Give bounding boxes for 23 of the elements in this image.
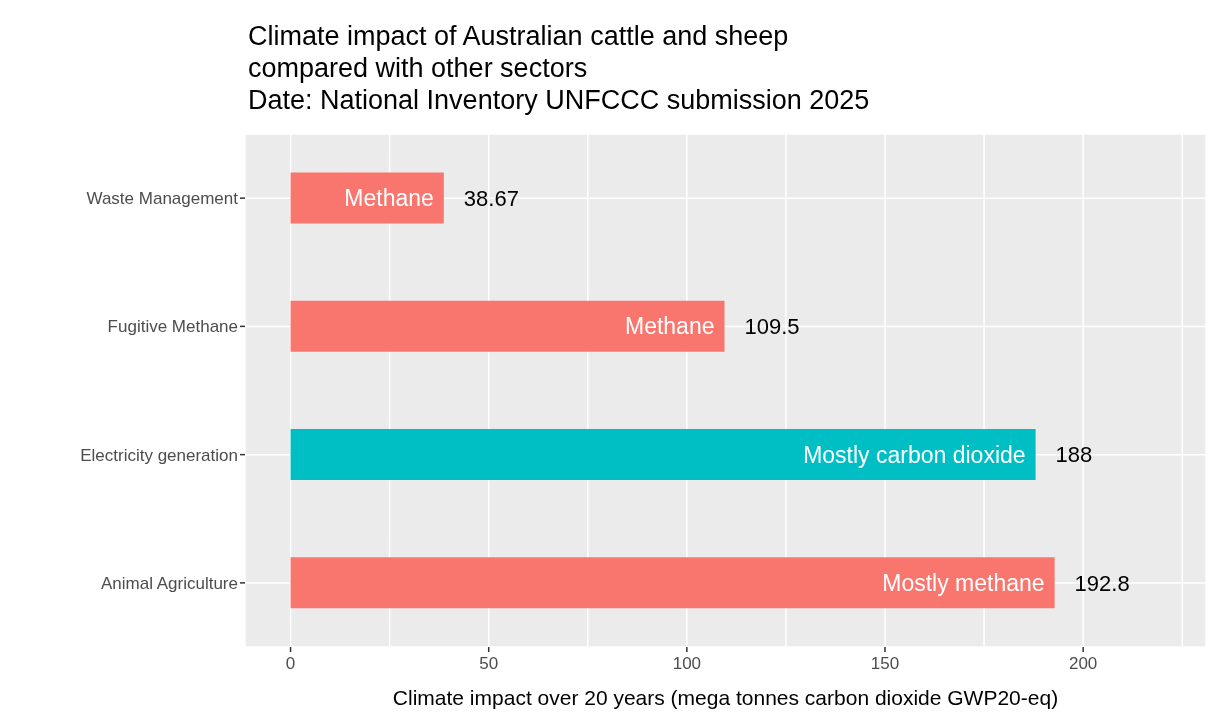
annotation: Mostly carbon dioxide — [803, 441, 1026, 468]
y-tick-label: Animal Agriculture — [100, 573, 238, 593]
x-tick-label: 0 — [285, 654, 296, 673]
annotation: Mostly methane — [882, 569, 1045, 596]
annotation: Methane — [624, 313, 715, 340]
bar — [290, 172, 444, 224]
annotation: Methane — [344, 185, 434, 212]
bar — [290, 557, 1055, 609]
x-tick-label: 100 — [672, 654, 702, 673]
x-tick-label: 150 — [870, 654, 900, 673]
data-label: 38.67 — [463, 185, 519, 211]
x-tick-label: 50 — [479, 654, 499, 673]
y-tick-label: Waste Management — [86, 189, 239, 209]
data-label: 192.8 — [1074, 570, 1130, 596]
x-axis-title: Climate impact over 20 years (mega tonnes carbon dioxide GWP20-eq) — [392, 686, 1059, 709]
y-tick-label: Electricity generation — [80, 445, 238, 465]
data-label: 188 — [1055, 442, 1093, 468]
x-tick-label: 200 — [1068, 654, 1098, 673]
bar — [290, 300, 725, 352]
y-tick-label: Fugitive Methane — [107, 317, 238, 337]
chart-title: Climate impact of Australian cattle and sheep compared with other sectors Date: National Inventory UNFCCC submission 2025 — [247, 20, 871, 117]
bar — [290, 428, 1036, 480]
data-label: 109.5 — [744, 314, 800, 340]
